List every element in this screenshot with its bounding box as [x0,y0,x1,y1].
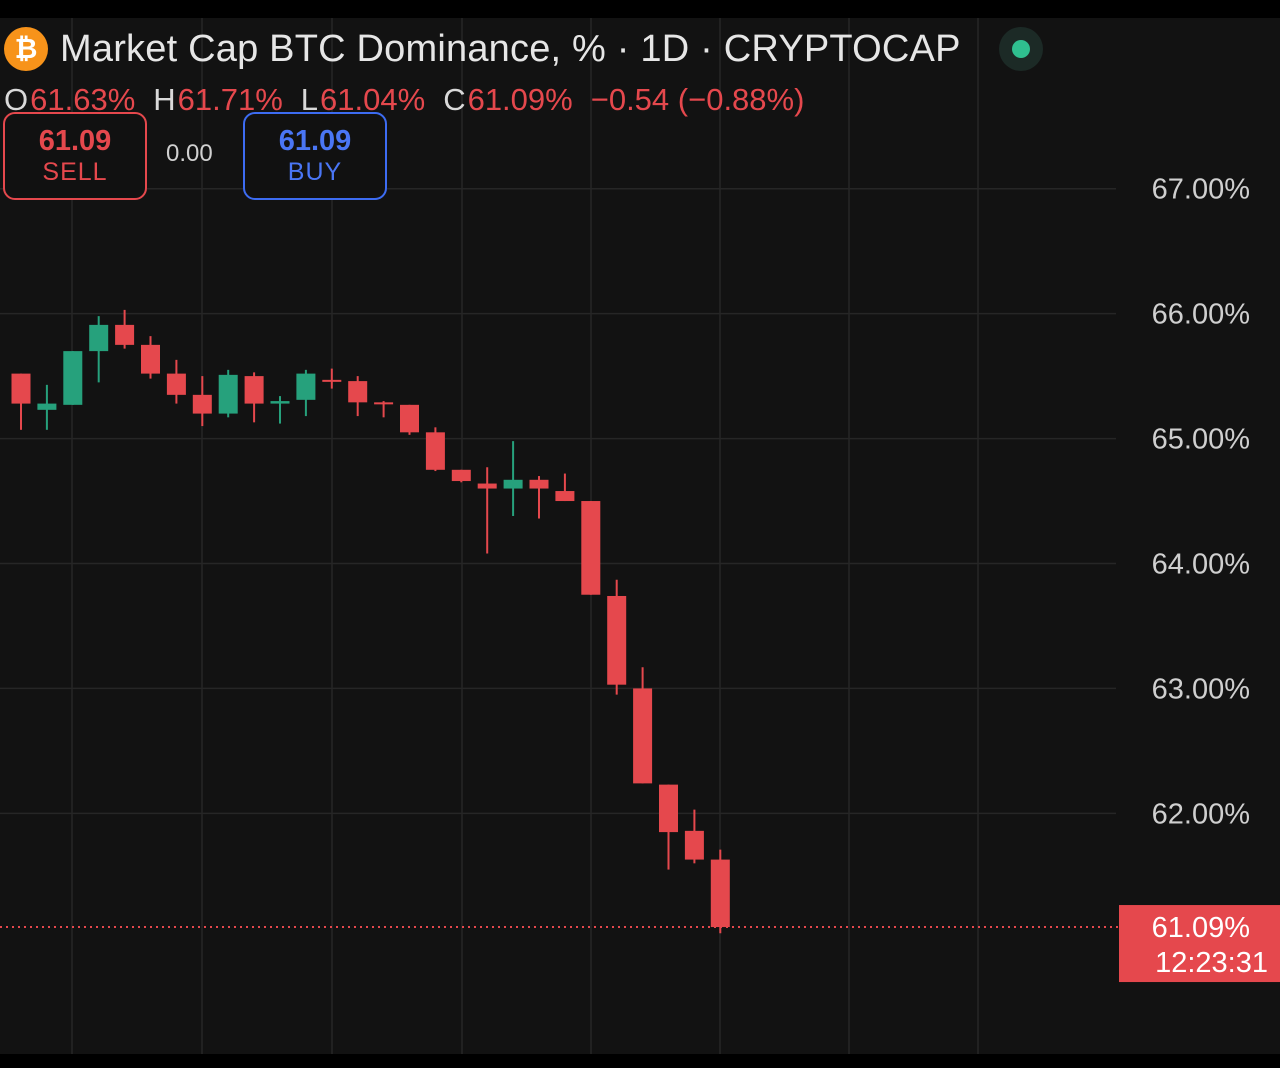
candle [555,473,575,502]
candle [218,369,238,418]
candle-body [296,373,316,400]
candle-body [529,479,549,489]
title-row: ₿ Market Cap BTC Dominance, % · 1D · CRY… [4,26,1043,72]
candle [374,401,394,418]
y-tick-label: 62.00% [1152,798,1250,830]
high-value: 61.71% [177,82,283,117]
candle [115,309,135,349]
buy-price: 61.09 [278,125,352,157]
candle [89,316,109,383]
candle-body [607,595,627,685]
y-tick-label: 65.00% [1152,424,1250,456]
candle [37,384,57,430]
status-dot [1011,40,1030,58]
candle-body [633,688,653,784]
candle [425,427,445,472]
ohlc-legend: O 61.63% H 61.71% L 61.04% C 61.09% −0.5… [4,82,822,118]
last-price-label: 61.09% [1152,912,1250,944]
candle [529,476,549,519]
candle [451,469,471,483]
candle [348,376,368,417]
candle-body [63,351,83,405]
candle [270,396,290,424]
candle-body [581,501,601,595]
high-label: H [153,82,176,117]
low-label: L [300,82,319,117]
candle [633,667,653,784]
candle [607,579,627,695]
candle [477,467,497,554]
candle [659,784,678,870]
candle [166,359,186,404]
last-price-badge [1119,905,1280,983]
candle-body [11,373,31,404]
buy-button[interactable]: 61.09 BUY [243,112,387,200]
candle-body [374,402,394,405]
bitcoin-icon: ₿ [4,27,48,71]
chart-background [0,18,1280,1054]
low-value: 61.04% [320,82,426,117]
candle-body [37,403,57,410]
close-label: C [443,82,466,117]
candle-body [400,404,419,433]
candle-body [503,479,523,489]
candle-body [115,324,135,345]
close-value: 61.09% [467,82,573,117]
candle [684,809,704,864]
y-tick-label: 63.00% [1152,673,1250,705]
candle-body [451,469,471,482]
candle-body [166,373,186,395]
candle-body [244,376,264,404]
candle-body [684,830,704,860]
sell-label: SELL [42,158,108,186]
candle [322,368,342,389]
candle-body [141,344,160,374]
candle [11,373,31,430]
candle-body [425,432,445,470]
candle [710,849,730,934]
open-label: O [4,82,29,117]
sell-price: 61.09 [38,125,112,157]
candle [296,369,316,417]
buy-label: BUY [287,158,343,186]
candle [63,351,83,405]
y-tick-label: 66.00% [1152,299,1250,331]
candle-body [659,784,678,833]
candle [503,441,523,517]
spread-value: 0.00 [166,140,213,167]
candle-body [270,401,290,404]
sell-button[interactable]: 61.09 SELL [3,112,147,200]
candle-body [322,379,342,382]
candle [244,372,264,423]
countdown-label: 12:23:31 [1155,947,1268,979]
candle-body [348,381,368,403]
y-tick-label: 67.00% [1152,174,1250,206]
candle-body [477,483,497,489]
open-value: 61.63% [30,82,136,117]
candle-body [710,859,730,928]
candle [400,404,419,435]
candle-body [192,394,212,414]
candle [192,376,212,427]
y-tick-label: 64.00% [1152,549,1250,581]
candle-body [555,491,575,502]
change-value: −0.54 (−0.88%) [590,82,805,117]
chart-title[interactable]: Market Cap BTC Dominance, % · 1D · CRYPT… [60,27,961,70]
candle [141,336,160,379]
live-status-icon [998,27,1043,71]
candle-body [89,324,109,352]
candle-body [218,374,238,414]
candle [581,501,601,595]
